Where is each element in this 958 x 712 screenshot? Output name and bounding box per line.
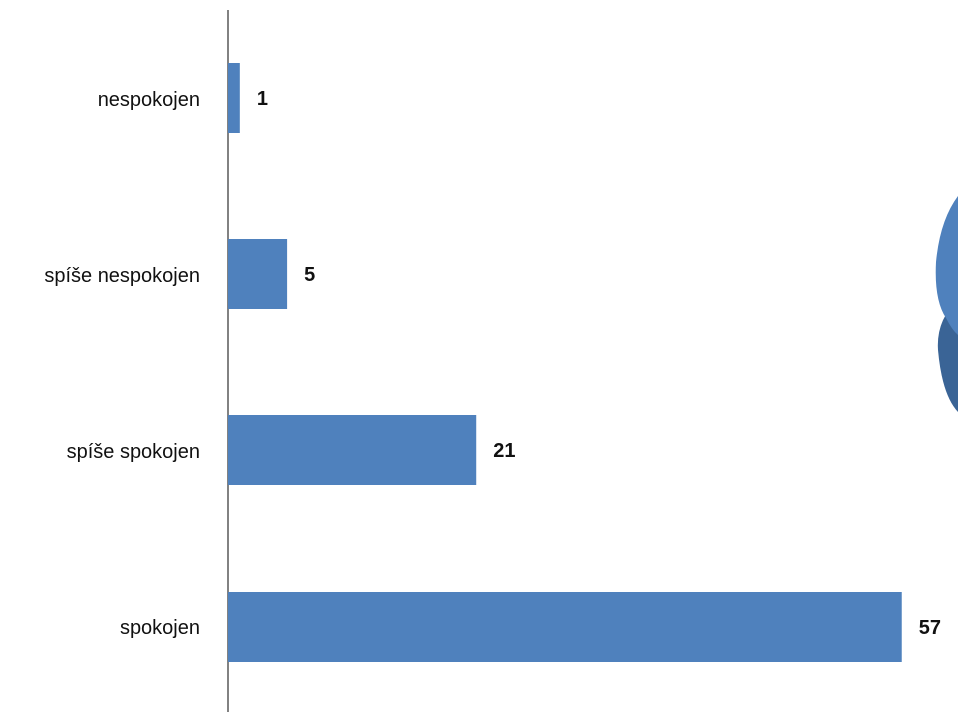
bar — [228, 63, 240, 133]
pie-top-slice — [935, 196, 958, 335]
data-label: 5 — [304, 264, 315, 286]
bar — [228, 239, 288, 309]
category-label: nespokojen — [98, 89, 200, 111]
bar — [228, 592, 902, 662]
data-label: 1 — [257, 88, 268, 110]
bar — [228, 415, 477, 485]
category-labels: nespokojen spíše nespokojen spíše spokoj… — [44, 89, 200, 639]
partial-pie-graphic — [935, 196, 958, 412]
data-label: 57 — [919, 617, 941, 639]
category-label: spíše spokojen — [67, 441, 200, 463]
category-label: spíše nespokojen — [44, 265, 200, 287]
data-label: 21 — [493, 440, 515, 462]
category-label: spokojen — [120, 617, 200, 639]
value-labels-group: 1 5 21 57 — [257, 88, 941, 639]
bars-group — [228, 63, 902, 662]
